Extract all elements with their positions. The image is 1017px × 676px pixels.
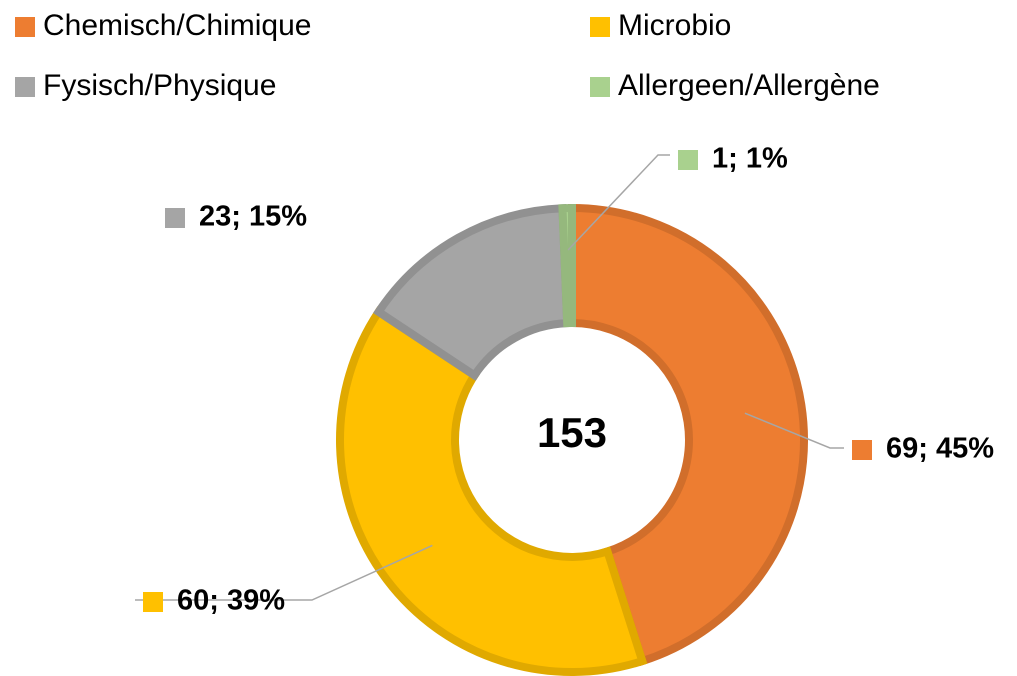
data-label-swatch	[143, 592, 163, 612]
data-label: 1; 1%	[712, 143, 788, 175]
data-label-swatch	[165, 208, 185, 228]
data-label-swatch	[852, 440, 872, 460]
donut-slice	[336, 306, 648, 676]
leader-line	[744, 412, 844, 449]
data-label-swatch	[678, 150, 698, 170]
donut-slice	[558, 203, 576, 328]
leader-line	[135, 544, 433, 601]
legend-label: Microbio	[618, 9, 731, 42]
center-total: 153	[537, 409, 607, 456]
legend-swatch	[590, 77, 610, 97]
legend-label: Chemisch/Chimique	[43, 9, 311, 42]
legend-swatch	[15, 77, 35, 97]
data-label: 23; 15%	[199, 201, 307, 233]
data-label: 60; 39%	[177, 585, 285, 617]
legend-label: Allergeen/Allergène	[618, 69, 880, 102]
data-label: 69; 45%	[886, 433, 994, 465]
legend-swatch	[15, 17, 35, 37]
leader-line	[567, 154, 670, 251]
legend-label: Fysisch/Physique	[43, 69, 276, 102]
donut-slice	[373, 204, 572, 381]
donut-slice	[568, 203, 808, 667]
legend-swatch	[590, 17, 610, 37]
